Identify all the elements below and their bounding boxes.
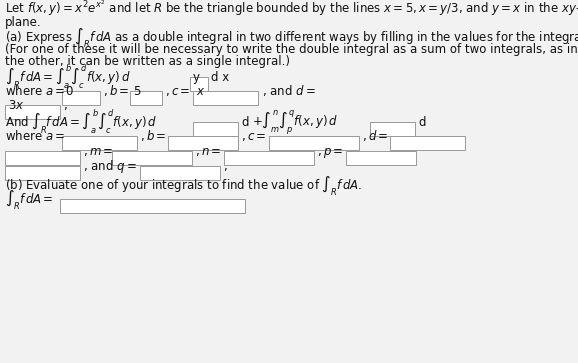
Text: 5: 5 (133, 85, 140, 98)
Text: (a) Express $\int_R f\,dA$ as a double integral in two different ways by filling: (a) Express $\int_R f\,dA$ as a double i… (5, 26, 578, 50)
FancyBboxPatch shape (190, 77, 208, 91)
Text: d: d (241, 116, 249, 129)
Text: where $a =$: where $a =$ (5, 129, 65, 143)
FancyBboxPatch shape (112, 151, 192, 165)
Text: And $\int_R f\,dA = \int_a^b \int_c^d f(x,y)\,d$: And $\int_R f\,dA = \int_a^b \int_c^d f(… (5, 107, 157, 135)
Text: $, m =$: $, m =$ (83, 145, 113, 158)
Text: , and $q =$: , and $q =$ (83, 158, 136, 175)
Text: $, b =$: $, b =$ (140, 128, 166, 143)
FancyBboxPatch shape (168, 136, 238, 150)
Text: where $a =$: where $a =$ (5, 84, 65, 98)
FancyBboxPatch shape (269, 136, 359, 150)
Text: d: d (418, 116, 425, 129)
Text: $3x$: $3x$ (8, 99, 24, 112)
FancyBboxPatch shape (62, 136, 137, 150)
FancyBboxPatch shape (60, 199, 245, 213)
Text: $, p =$: $, p =$ (317, 146, 343, 160)
Text: $\int_R f\,dA = \int_a^b \int_c^d f(x,y)\,d$: $\int_R f\,dA = \int_a^b \int_c^d f(x,y)… (5, 62, 131, 90)
Text: Let $f(x, y) = x^2e^{x^2}$ and let $R$ be the triangle bounded by the lines $x =: Let $f(x, y) = x^2e^{x^2}$ and let $R$ b… (5, 0, 578, 18)
FancyBboxPatch shape (390, 136, 465, 150)
Text: d x: d x (211, 71, 229, 84)
FancyBboxPatch shape (5, 166, 80, 180)
Text: 0: 0 (65, 85, 72, 98)
Text: $, n =$: $, n =$ (195, 145, 221, 158)
Text: $+ \int_m^n \int_p^q f(x,y)\,d$: $+ \int_m^n \int_p^q f(x,y)\,d$ (252, 109, 338, 137)
Text: the other, it can be written as a single integral.): the other, it can be written as a single… (5, 55, 290, 68)
FancyBboxPatch shape (130, 91, 162, 105)
Text: $, d =$: $, d =$ (362, 128, 388, 143)
Text: y: y (193, 71, 200, 84)
Text: $\int_R f\,dA =$: $\int_R f\,dA =$ (5, 188, 54, 212)
FancyBboxPatch shape (140, 166, 220, 180)
FancyBboxPatch shape (346, 151, 416, 165)
Text: (b) Evaluate one of your integrals to find the value of $\int_R f\,dA$.: (b) Evaluate one of your integrals to fi… (5, 174, 362, 198)
Text: plane.: plane. (5, 16, 42, 29)
FancyBboxPatch shape (370, 122, 415, 136)
Text: , and $d =$: , and $d =$ (262, 83, 316, 98)
FancyBboxPatch shape (62, 91, 100, 105)
FancyBboxPatch shape (193, 91, 258, 105)
Text: $, b =$: $, b =$ (103, 83, 129, 98)
FancyBboxPatch shape (5, 105, 60, 119)
Text: $, c =$: $, c =$ (165, 85, 190, 98)
FancyBboxPatch shape (224, 151, 314, 165)
Text: ,: , (63, 99, 66, 112)
Text: (For one of these it will be necessary to write the double integral as a sum of : (For one of these it will be necessary t… (5, 43, 578, 56)
Text: ,: , (223, 160, 227, 173)
Text: $x$: $x$ (196, 85, 205, 98)
FancyBboxPatch shape (193, 122, 238, 136)
FancyBboxPatch shape (5, 151, 80, 165)
Text: $, c =$: $, c =$ (241, 130, 266, 143)
